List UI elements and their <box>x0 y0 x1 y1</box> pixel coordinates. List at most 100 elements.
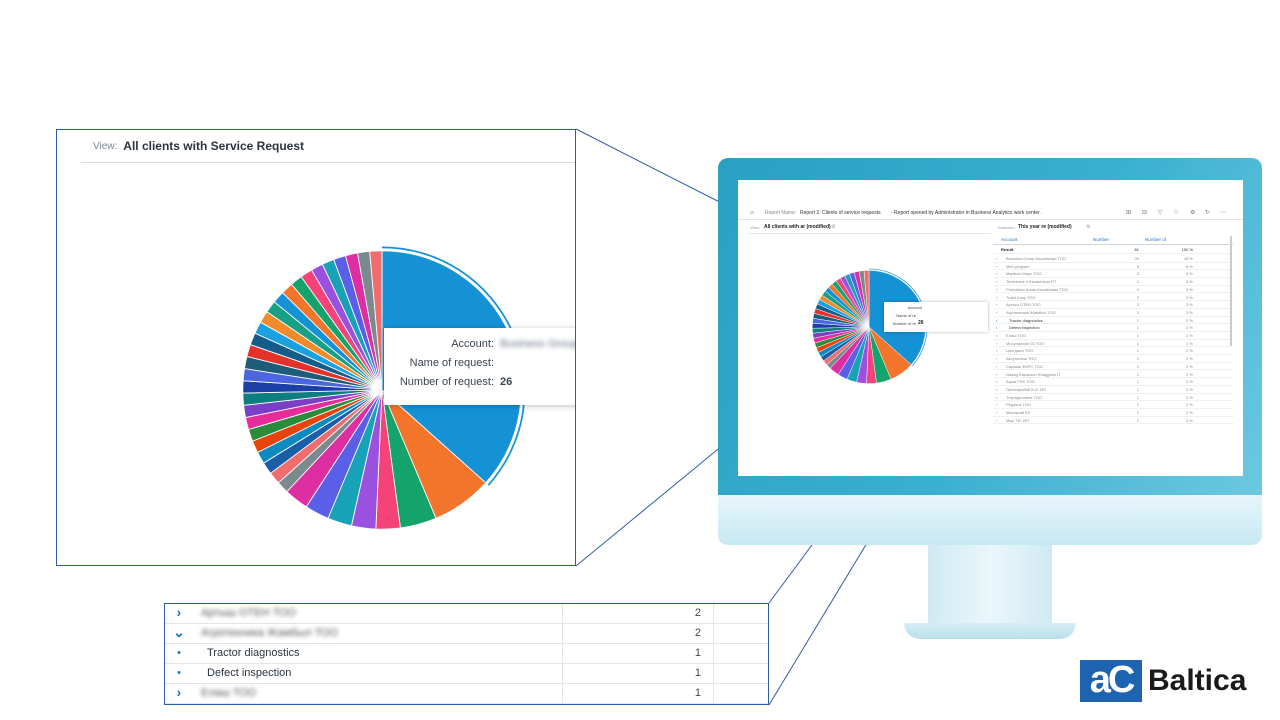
row-name: Lida даал ТОО <box>1006 348 1034 354</box>
row-number: 1 <box>1136 325 1139 331</box>
table-row[interactable]: › Аксутапоза ТОО 1 2 % <box>993 355 1233 363</box>
row-number: 2 <box>1136 279 1139 285</box>
expand-icon[interactable]: › <box>176 604 182 620</box>
bullet-icon[interactable]: • <box>996 317 998 323</box>
table-row[interactable]: › Madison Mayn TOO 3 5 % <box>993 270 1233 279</box>
filter-icon[interactable]: ▽ <box>1158 210 1163 216</box>
table-row[interactable]: › Латихарабаб В.А. ИП 1 2 % <box>993 386 1233 394</box>
expand-icon[interactable]: › <box>996 256 998 261</box>
monitor-screen: ⊘ Report Name: Report 2. Clients of serv… <box>738 180 1243 476</box>
expand-icon[interactable]: › <box>996 410 998 415</box>
row-number: 1 <box>1136 356 1139 362</box>
table-row[interactable]: › Агротехника Жамбыл ТОО 2 3 % <box>993 309 1233 317</box>
selection-value[interactable]: This year re (modified) <box>1018 224 1072 230</box>
view-value[interactable]: All clients with Service Request <box>123 139 305 153</box>
expand-icon[interactable]: › <box>996 271 998 277</box>
table-row[interactable]: › Temirtranz n Kazakhstan RT 2 3 % <box>993 278 1233 286</box>
refresh-icon[interactable]: ↻ <box>1205 210 1211 216</box>
row-name: Елаш ТОО <box>201 687 257 699</box>
selection-settings-icon[interactable]: ⚙ <box>1086 224 1091 230</box>
view-settings-icon[interactable]: ⚙ <box>831 224 836 230</box>
row-percent: 3 % <box>1186 302 1193 308</box>
expand-icon[interactable]: › <box>996 263 998 269</box>
table-icon[interactable]: ⊞ <box>1126 210 1132 216</box>
expand-icon[interactable]: › <box>996 294 998 300</box>
screen-view-value[interactable]: All clients with ar (modified) <box>764 224 831 230</box>
row-percent: 2 % <box>1186 379 1193 385</box>
expand-icon[interactable]: › <box>996 379 998 385</box>
bullet-icon[interactable]: • <box>996 325 998 331</box>
expand-icon[interactable]: › <box>996 286 998 292</box>
table-row[interactable]: › Trakit Kosy TOO 2 3 % <box>993 294 1233 302</box>
expand-icon[interactable]: › <box>996 386 998 392</box>
expand-icon[interactable]: › <box>996 402 998 408</box>
expand-icon[interactable]: › <box>996 371 998 377</box>
monitor-base <box>904 623 1076 639</box>
table-row[interactable]: › Pegasus ТОО 1 2 % <box>993 401 1233 409</box>
row-percent: 2 % <box>1186 417 1193 423</box>
table-row[interactable]: › Aqsat FSK ТОО 1 2 % <box>993 378 1233 386</box>
column-account[interactable]: Account <box>1001 237 1018 242</box>
collapse-icon[interactable]: ⌄ <box>173 624 185 640</box>
row-name: Madison Mayn TOO <box>1006 271 1042 277</box>
expand-icon[interactable]: › <box>996 394 998 400</box>
table-row[interactable]: › Lida даал ТОО 1 2 % <box>993 347 1233 356</box>
row-name: Defect inspection <box>1009 325 1040 331</box>
screen-view-label: View: <box>750 225 760 230</box>
row-name: Аксутапоза ТОО <box>1006 356 1037 362</box>
expand-icon[interactable]: › <box>176 684 182 700</box>
column-number-of[interactable]: Number of <box>1145 237 1167 242</box>
screen-scrollbar[interactable] <box>1230 236 1232 346</box>
row-percent: 5 % <box>1186 271 1193 277</box>
row-number: 2 <box>1136 286 1139 292</box>
expand-icon[interactable]: › <box>996 309 998 315</box>
result-percent: 100 % <box>1181 247 1193 252</box>
table-row[interactable]: › Сарааш ФАРС ТОО 1 2 % <box>993 363 1233 371</box>
back-icon[interactable]: ⊘ <box>750 210 755 216</box>
screen-view-bar: View: All clients with ar (modified) ⚙ <box>748 222 991 234</box>
bullet-icon: • <box>177 667 181 679</box>
expand-icon[interactable]: › <box>996 279 998 285</box>
expand-icon[interactable]: › <box>996 302 998 308</box>
expand-icon[interactable]: › <box>996 356 998 362</box>
table-row[interactable]: › Tетрадаловое ТОО 1 2 % <box>993 394 1233 402</box>
row-name: Мосунжахан 03 ТОО <box>1006 340 1045 346</box>
table-row[interactable]: › Nadag Kazansuh Shaggane П 1 2 % <box>993 371 1233 379</box>
expand-icon[interactable]: › <box>996 417 998 423</box>
columns-icon[interactable]: ⊟ <box>1142 210 1148 216</box>
screen-result-row: Result 61 100 % <box>993 246 1233 254</box>
table-row[interactable]: › Мактарай КХ 1 2 % <box>993 409 1233 417</box>
row-number: 1 <box>1136 379 1139 385</box>
row-number: 1 <box>1136 363 1139 369</box>
table-row[interactable]: › Business Group Kazakhstan TOO 26 43 % <box>993 255 1233 263</box>
monitor-stand <box>928 545 1052 627</box>
column-number[interactable]: Number <box>1093 237 1110 242</box>
pie-slice[interactable] <box>369 250 383 391</box>
row-percent: 3 % <box>1186 309 1193 315</box>
table-row[interactable]: › Proboklein Arnas Kazakhstan TOO 2 3 % <box>993 286 1233 294</box>
more-icon[interactable]: ⋯ <box>1220 210 1226 216</box>
table-row[interactable]: › Mcb program 5 8 % <box>993 263 1233 271</box>
table-row[interactable]: › Мар Т.В. ИП 1 2 % <box>993 417 1233 425</box>
tooltip-request-name-label: Name of request: <box>409 357 494 369</box>
tooltip-request-count-label: Number of request: <box>399 376 494 388</box>
expand-icon[interactable]: › <box>996 333 998 338</box>
baltica-logo: aC Baltica <box>1080 660 1265 704</box>
chart-icon[interactable]: ⌂ <box>1174 209 1178 215</box>
expand-icon[interactable]: › <box>996 363 998 369</box>
expand-icon[interactable]: › <box>996 348 998 354</box>
pie-slice[interactable] <box>863 270 870 328</box>
row-percent: 2 % <box>1186 394 1193 400</box>
expand-icon[interactable]: › <box>996 340 998 346</box>
settings-icon[interactable]: ⚙ <box>1190 210 1196 216</box>
table-row[interactable]: › Мосунжахан 03 ТОО 1 2 % <box>993 340 1233 348</box>
